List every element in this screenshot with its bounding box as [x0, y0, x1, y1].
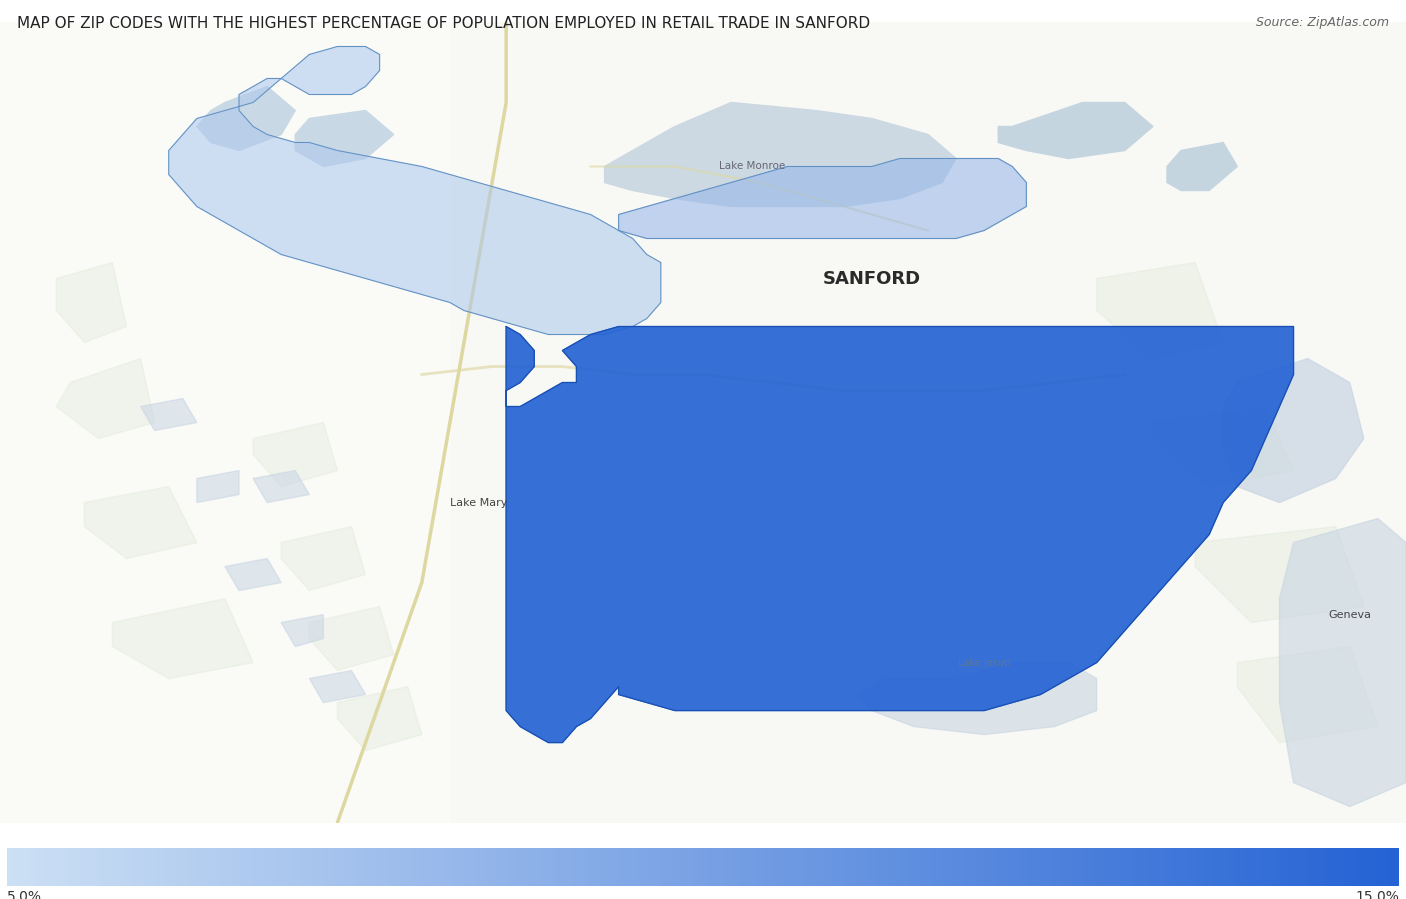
Polygon shape [1097, 263, 1223, 359]
Polygon shape [281, 615, 323, 646]
Polygon shape [112, 599, 253, 679]
Polygon shape [998, 102, 1153, 158]
Polygon shape [225, 558, 281, 591]
Polygon shape [506, 326, 1294, 743]
Polygon shape [253, 470, 309, 503]
Polygon shape [337, 687, 422, 751]
Text: Lake Jesup: Lake Jesup [957, 657, 1011, 668]
Text: Lake Monroe: Lake Monroe [718, 162, 786, 172]
Polygon shape [0, 22, 450, 823]
Polygon shape [197, 470, 239, 503]
Polygon shape [281, 527, 366, 591]
Polygon shape [1153, 406, 1294, 486]
Polygon shape [858, 663, 1097, 734]
Text: Lake Mary: Lake Mary [450, 497, 508, 508]
Text: 5.0%: 5.0% [7, 890, 42, 899]
Polygon shape [619, 158, 1026, 238]
Polygon shape [1279, 519, 1406, 806]
Polygon shape [605, 102, 956, 207]
Text: SANFORD: SANFORD [823, 270, 921, 288]
Text: MAP OF ZIP CODES WITH THE HIGHEST PERCENTAGE OF POPULATION EMPLOYED IN RETAIL TR: MAP OF ZIP CODES WITH THE HIGHEST PERCEN… [17, 16, 870, 31]
Text: Source: ZipAtlas.com: Source: ZipAtlas.com [1256, 16, 1389, 29]
Polygon shape [1167, 143, 1237, 191]
Polygon shape [309, 607, 394, 671]
Text: 15.0%: 15.0% [1355, 890, 1399, 899]
Polygon shape [56, 263, 127, 343]
Polygon shape [309, 671, 366, 703]
Polygon shape [1237, 646, 1378, 743]
Polygon shape [197, 86, 295, 150]
Text: Geneva: Geneva [1329, 610, 1371, 619]
Polygon shape [295, 111, 394, 166]
Polygon shape [84, 486, 197, 558]
Polygon shape [0, 22, 1406, 823]
Polygon shape [56, 359, 155, 439]
Polygon shape [169, 47, 661, 334]
Polygon shape [253, 423, 337, 486]
Polygon shape [1195, 527, 1364, 622]
Polygon shape [141, 398, 197, 431]
Polygon shape [1223, 359, 1364, 503]
